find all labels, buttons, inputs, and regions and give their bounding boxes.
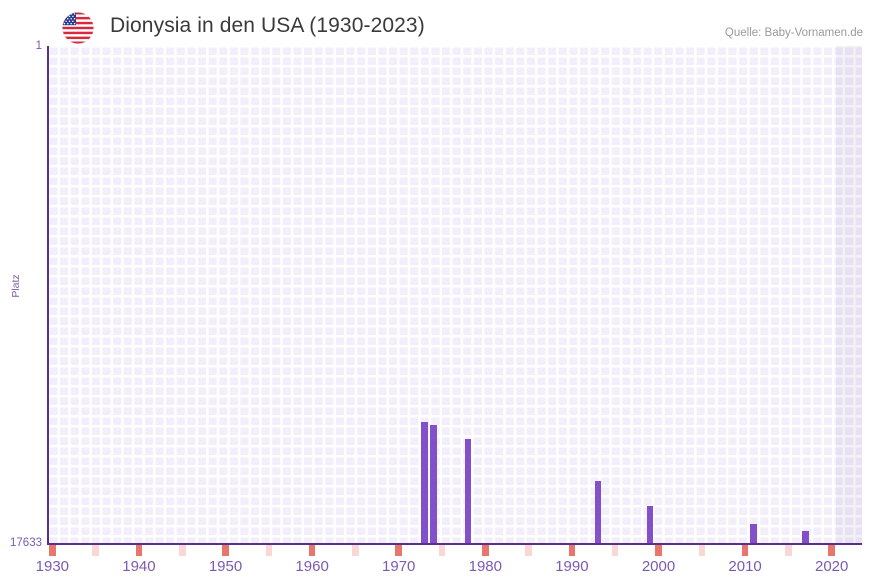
forecast-shaded-band <box>836 46 862 545</box>
bar <box>464 438 472 545</box>
x-axis-tick-label: 2000 <box>641 558 676 575</box>
x-axis-tick-label: 1990 <box>555 558 589 575</box>
x-axis-tick-label: 1970 <box>382 558 416 575</box>
x-axis-tick-label: 1960 <box>295 558 329 575</box>
y-axis-line <box>47 46 49 545</box>
x-axis-tick-label: 1980 <box>468 558 502 575</box>
bar <box>594 481 602 545</box>
tick-mark-minor <box>438 545 446 556</box>
tick-mark-major <box>482 545 489 556</box>
tick-mark-major <box>49 545 56 556</box>
chart-header: Dionysia in den USA (1930-2023) Quelle: … <box>0 0 873 46</box>
tick-mark-major <box>741 545 749 556</box>
y-axis-bottom-label: 17633 <box>10 537 42 549</box>
chart-title: Dionysia in den USA (1930-2023) <box>110 14 425 37</box>
tick-mark-major <box>308 545 316 556</box>
tick-mark-minor <box>611 545 619 556</box>
bar <box>802 530 809 545</box>
x-axis-tick-label: 2010 <box>728 558 762 575</box>
x-axis-tick-label: 1950 <box>208 558 243 575</box>
tick-mark-major <box>568 545 576 556</box>
tick-mark-minor <box>352 545 359 556</box>
tick-mark-major <box>828 545 835 556</box>
y-axis-top-label: 1 <box>35 40 42 52</box>
us-flag-icon <box>62 12 94 44</box>
tick-mark-minor <box>525 545 532 556</box>
tick-mark-minor <box>92 545 99 556</box>
grid-lines <box>48 46 862 545</box>
tick-mark-minor <box>785 545 792 556</box>
x-axis-tick-marks <box>48 545 862 556</box>
tick-mark-major <box>222 545 229 556</box>
tick-mark-major <box>655 545 662 556</box>
x-axis-tick-label: 1940 <box>122 558 156 575</box>
x-axis-labels: 1930 1940 1950 1960 1970 1980 1990 2000 2010 2020 <box>36 558 862 584</box>
bar <box>750 523 758 545</box>
bar <box>421 421 428 545</box>
x-axis-tick-label: 1930 <box>35 558 70 575</box>
chart-source-label: Quelle: Baby-Vornamen.de <box>724 27 863 39</box>
bar <box>430 425 437 545</box>
plot-area <box>48 46 862 545</box>
tick-mark-minor <box>178 545 186 556</box>
x-axis-line <box>48 543 862 545</box>
tick-mark-minor <box>698 545 706 556</box>
y-axis-title: Platz <box>10 274 22 298</box>
x-axis-tick-label: 2020 <box>815 558 849 575</box>
tick-mark-major <box>135 545 143 556</box>
bar <box>646 506 654 545</box>
tick-mark-major <box>395 545 402 556</box>
tick-mark-minor <box>265 545 273 556</box>
